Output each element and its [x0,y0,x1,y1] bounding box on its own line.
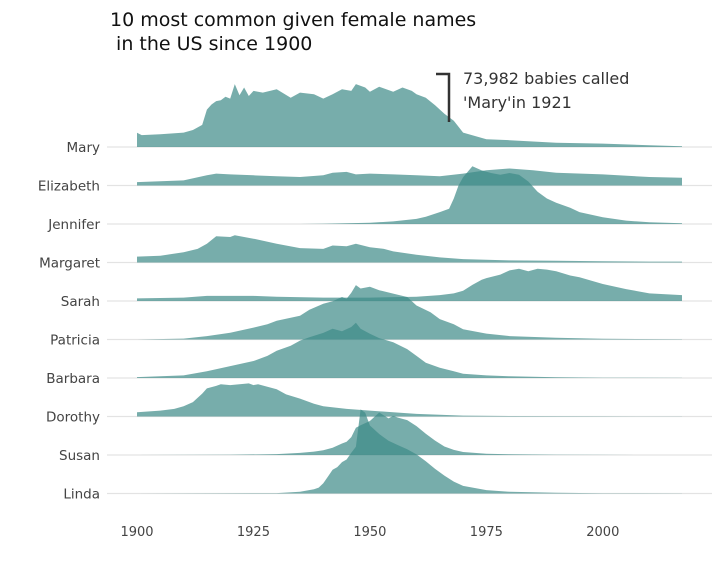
name-label-barbara: Barbara [46,371,100,387]
name-label-dorothy: Dorothy [46,410,100,426]
annotation: 73,982 babies called 'Mary'in 1921 [436,69,629,122]
x-tick-2000: 2000 [586,525,619,540]
x-tick-1925: 1925 [237,525,270,540]
ridge-mary [137,84,682,147]
x-tick-1900: 1900 [120,525,153,540]
chart-title: 10 most common given female names in the… [110,9,477,55]
ridge-jennifer [137,166,682,224]
name-label-margaret: Margaret [39,256,100,272]
name-label-linda: Linda [63,487,100,503]
annotation-line: 73,982 babies called [463,69,629,88]
ridge-elizabeth [137,168,682,186]
ridge-linda [137,409,682,494]
annotation-text: 73,982 babies called 'Mary'in 1921 [463,69,629,112]
name-label-elizabeth: Elizabeth [38,179,100,195]
x-tick-1950: 1950 [353,525,386,540]
ridge-patricia [137,285,682,340]
ridge-sarah [137,268,682,301]
ridge-margaret [137,235,682,263]
x-tick-1975: 1975 [470,525,503,540]
x-axis-ticks: 1900 1925 1950 1975 2000 [120,525,619,540]
annotation-line: 'Mary'in 1921 [463,93,572,112]
name-label-susan: Susan [59,448,100,464]
ridge-susan [137,412,682,455]
ridge-barbara [137,322,682,378]
name-label-patricia: Patricia [50,333,100,349]
name-labels: Mary Elizabeth Jennifer Margaret Sarah Patric… [38,140,101,503]
name-label-mary: Mary [67,140,100,156]
ridge-dorothy [137,383,682,417]
name-label-jennifer: Jennifer [47,217,100,233]
name-label-sarah: Sarah [61,294,100,310]
ridges [137,84,682,494]
annotation-bracket [436,72,451,122]
